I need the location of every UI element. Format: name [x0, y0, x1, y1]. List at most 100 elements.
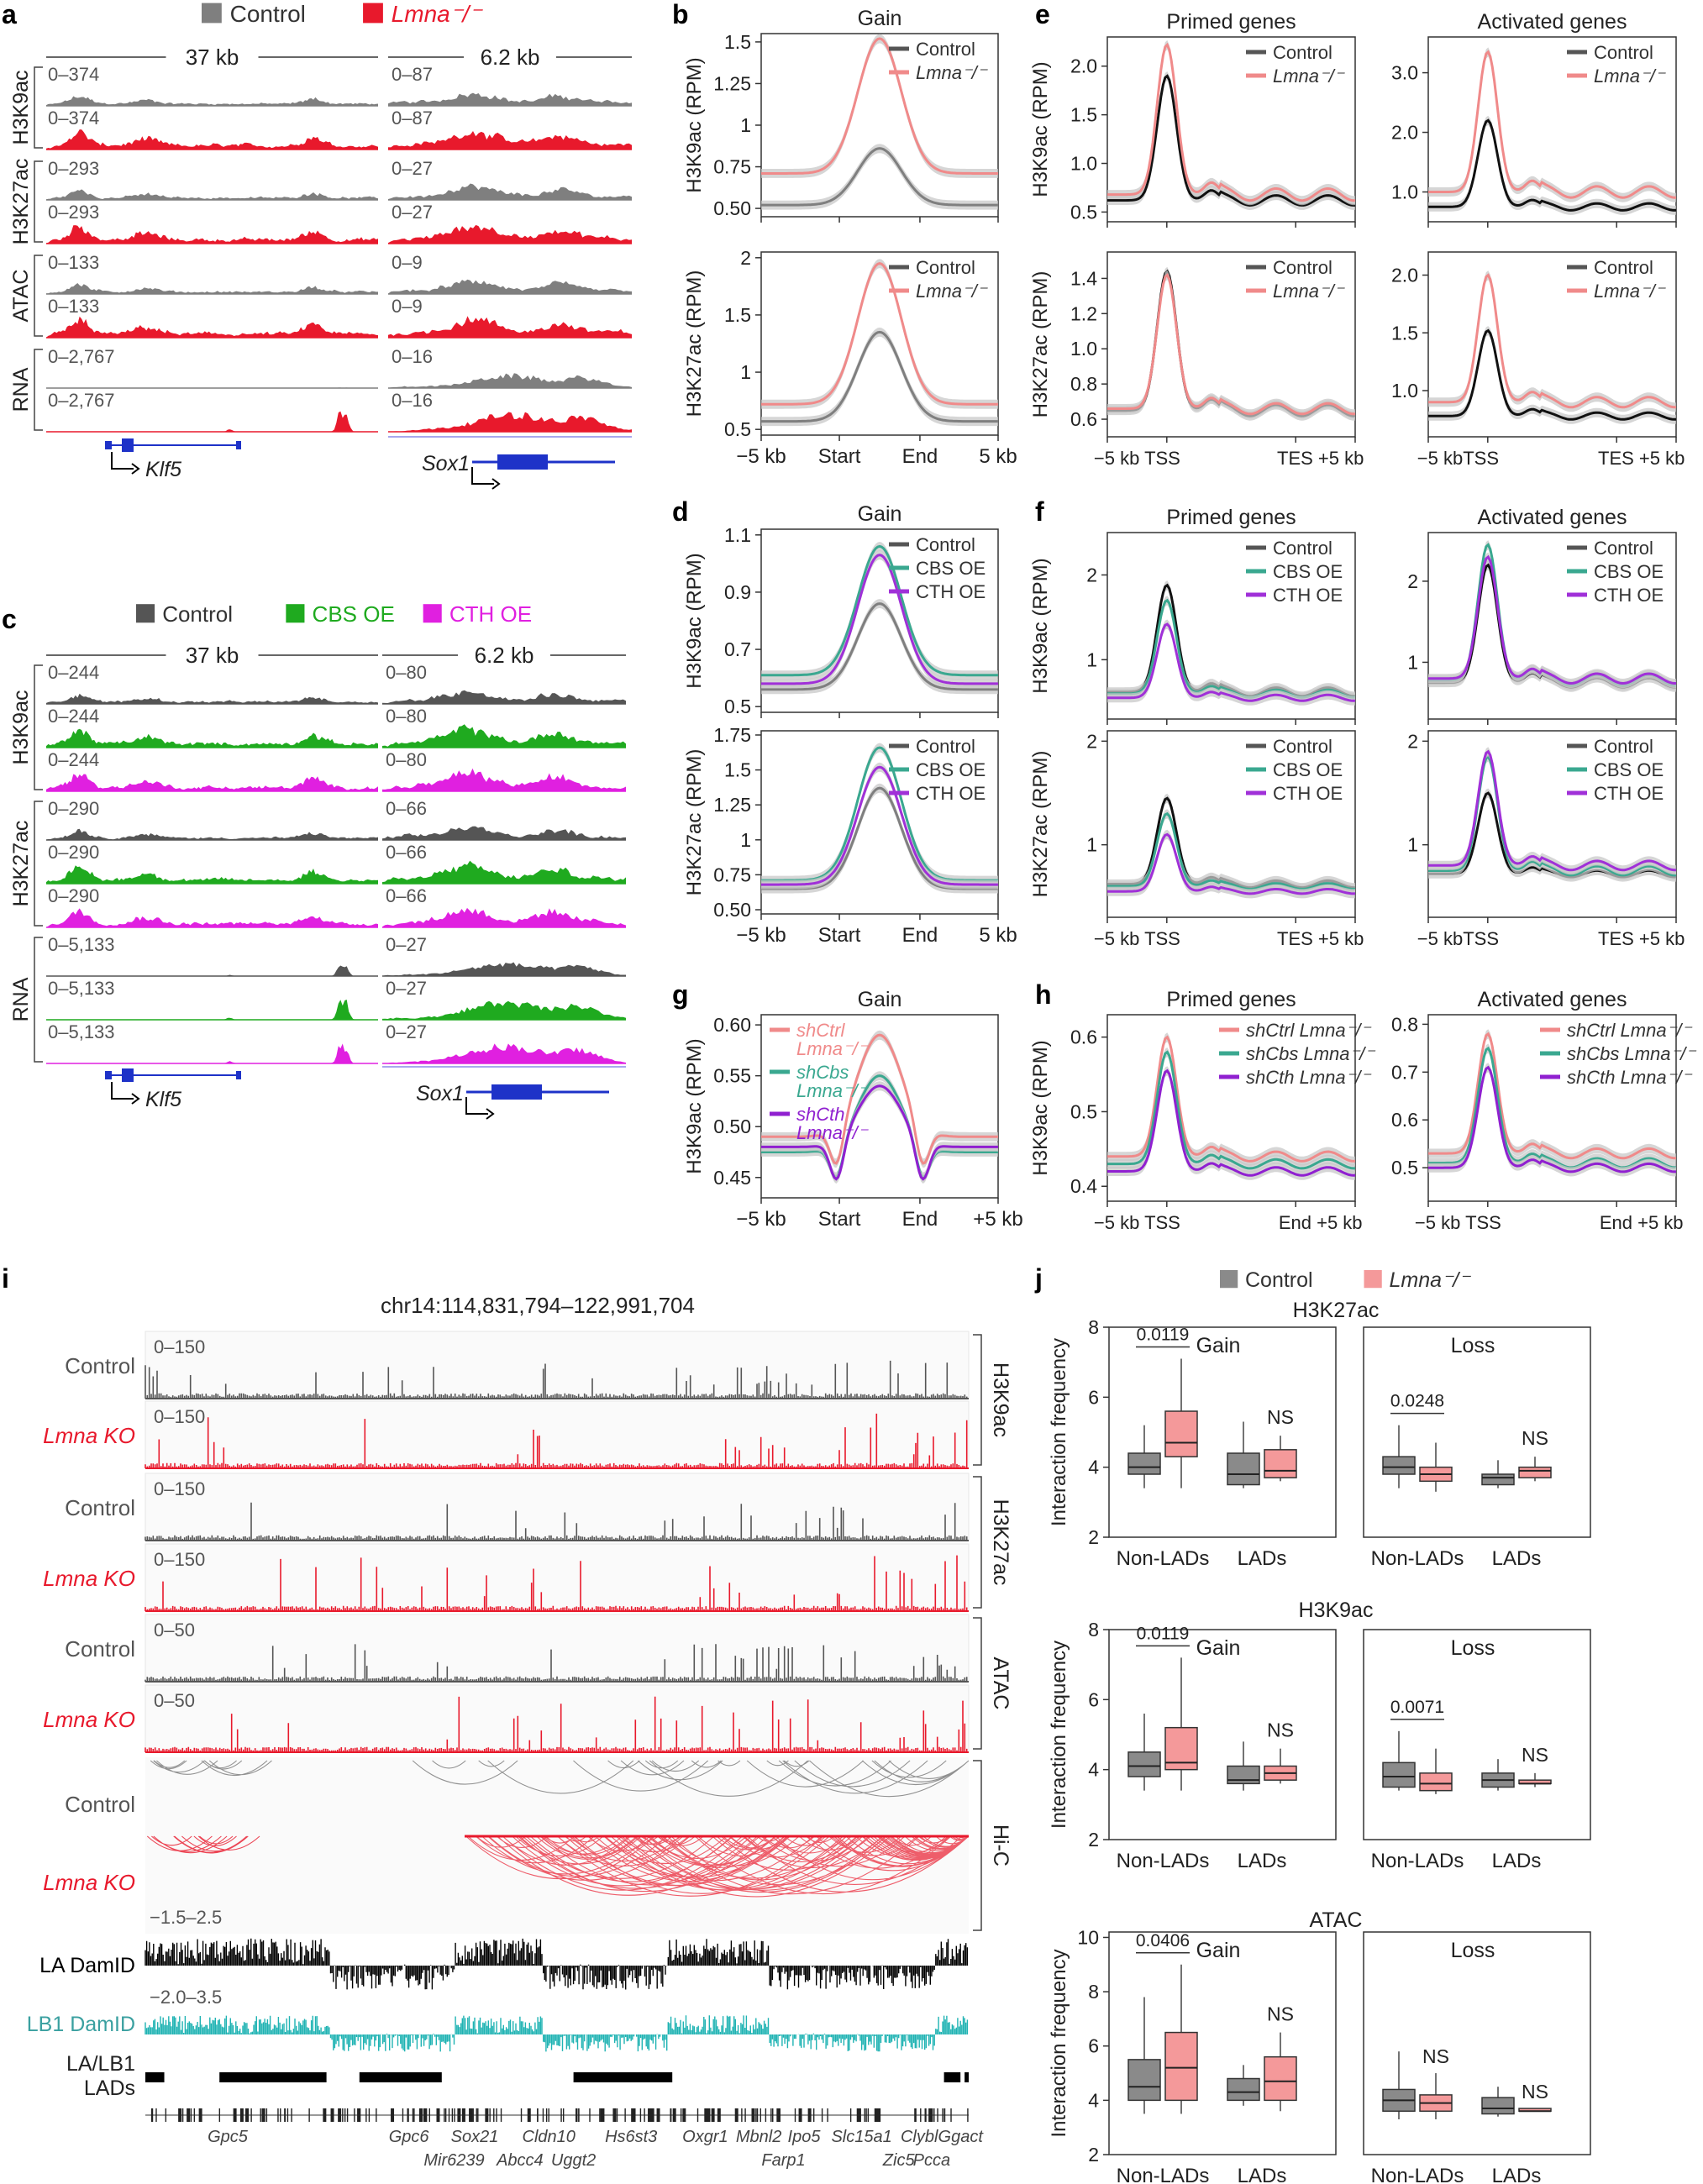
ci-band	[761, 1071, 998, 1182]
y-tick-label: 6	[1088, 1386, 1099, 1408]
box	[1227, 1452, 1260, 1486]
y-tick-label: 0.5	[1070, 201, 1097, 223]
signal-track	[382, 860, 626, 884]
scale-label-right: 6.2 kb	[475, 643, 534, 668]
track-range-right: 0–27	[386, 978, 427, 999]
signal-track	[46, 129, 378, 150]
y-tick-label: 0.8	[1391, 1013, 1418, 1035]
y-tick-label: 4	[1088, 2089, 1099, 2111]
stat-label: NS	[1267, 1719, 1294, 1741]
y-tick-label: 1	[1407, 651, 1418, 673]
y-tick-label: 0.8	[1070, 373, 1097, 395]
signal-track	[382, 1043, 626, 1063]
box-frame	[1108, 1931, 1337, 2155]
legend-label: shCbs Lmna⁻/⁻	[1246, 1043, 1376, 1064]
y-tick-label: 1.75	[713, 724, 751, 746]
box	[1127, 2059, 1161, 2102]
group-bracket	[973, 1617, 982, 1750]
track-label: Lmna KO	[43, 1566, 135, 1591]
y-tick-label: 0.6	[1070, 1026, 1097, 1048]
y-tick-label: 2	[740, 247, 751, 269]
plot-frame	[1106, 1014, 1356, 1202]
hic-arcs	[573, 1760, 970, 1798]
group-bracket	[973, 1476, 982, 1609]
series-line	[761, 1074, 998, 1179]
signal-track	[46, 411, 378, 432]
signal-track	[46, 189, 378, 200]
gene-name-left: Klf5	[145, 1088, 181, 1111]
y-axis-label: H3K9ac (RPM)	[683, 1038, 706, 1173]
y-tick-label: 0.50	[713, 899, 751, 921]
gene-name: Gpc5	[208, 2128, 249, 2146]
gene-name: Ipo5	[788, 2128, 822, 2146]
signal-track	[46, 728, 378, 748]
chart-title: Primed genes	[1166, 988, 1296, 1011]
x-group-label: Non-LADs	[1371, 1547, 1464, 1570]
legend-label: Control	[1245, 1268, 1313, 1292]
track-range-left: 0–133	[48, 296, 99, 317]
group-label: H3K27ac	[9, 159, 33, 245]
x-tick-label: 5 kb	[979, 445, 1017, 468]
y-axis-label: Interaction frequency	[1048, 1949, 1070, 2137]
series-line	[1107, 272, 1355, 416]
chart-b_bot: 0.5 1 1.5 2 H3K27ac (RPM) −5 kb Start End 5 kb Co…	[683, 247, 1017, 468]
plot-frame	[1106, 730, 1356, 918]
tss-arrow	[111, 1082, 134, 1100]
legend-label: Lmna⁻/⁻	[1594, 66, 1667, 87]
gene-exon	[236, 1071, 241, 1079]
y-tick-label: 1	[1086, 648, 1097, 670]
track-label: Lmna KO	[43, 1423, 135, 1448]
lad-block	[219, 2072, 327, 2082]
legend-label: CBS OE	[313, 601, 395, 627]
gene-name: Zic5	[882, 2151, 916, 2170]
mark-title: H3K27ac	[1293, 1299, 1380, 1322]
chart-d_top: 0.5 0.7 0.9 1.1 H3K9ac (RPM) Gain Control CBS O…	[683, 502, 999, 718]
ci-band	[761, 327, 998, 427]
y-tick-label: 1.5	[724, 31, 751, 53]
track-bg	[145, 1331, 970, 1399]
panel-letter-c: c	[2, 604, 17, 634]
legend-label: shCth	[796, 1104, 844, 1125]
gene-name: Mbnl2	[736, 2128, 781, 2146]
gene-name: Sox21	[451, 2128, 499, 2146]
x-tick-label: TES +5 kb	[1598, 448, 1685, 469]
series-line	[1428, 1065, 1676, 1173]
ci-band	[761, 762, 998, 890]
plot-frame	[1427, 36, 1677, 223]
plot-frame	[760, 251, 999, 436]
series-line	[1428, 554, 1676, 685]
y-tick-label: 8	[1088, 1981, 1099, 2003]
legend-swatch	[363, 3, 383, 24]
y-tick-label: 2	[1086, 564, 1097, 585]
legend-label: Lmna⁻/⁻	[916, 62, 989, 83]
legend-a: Control Lmna⁻/⁻	[202, 1, 483, 27]
y-tick-label: 0.5	[1391, 1157, 1418, 1179]
track-range: 0–50	[154, 1620, 195, 1641]
legend-label: Control	[1594, 538, 1653, 559]
track-range-right: 0–66	[386, 842, 427, 863]
group-label: RNA	[9, 367, 33, 412]
y-tick-label: 3.0	[1391, 62, 1418, 84]
series-line	[761, 554, 998, 685]
track-range-right: 0–80	[386, 749, 427, 770]
track-range: 0–150	[154, 1549, 205, 1570]
x-tick-label: +5 kb	[973, 1208, 1022, 1231]
hic-arcs	[465, 1835, 970, 1898]
legend-label: shCtrl Lmna⁻/⁻	[1246, 1020, 1372, 1041]
legend-j: Control Lmna⁻/⁻	[1220, 1268, 1471, 1292]
signal-track	[382, 724, 626, 748]
chart-e3: 0.6 0.8 1.0 1.2 1.4 H3K27ac (RPM) −5 kb TSS TES…	[1029, 251, 1364, 469]
track-range-right: 0–80	[386, 706, 427, 727]
x-group-label: LADs	[1238, 1547, 1287, 1570]
y-tick-label: 0.6	[1070, 408, 1097, 430]
signal-track	[382, 690, 626, 704]
signal-track	[46, 965, 378, 976]
scale-label-left: 37 kb	[186, 643, 239, 668]
y-tick-label: 1.0	[1070, 153, 1097, 175]
panel-letter-d: d	[672, 496, 689, 527]
legend-label: Lmna⁻/⁻	[796, 1038, 870, 1059]
panel-letter-i: i	[2, 1263, 9, 1294]
signal-track	[46, 316, 378, 338]
lad-block	[359, 2072, 442, 2082]
